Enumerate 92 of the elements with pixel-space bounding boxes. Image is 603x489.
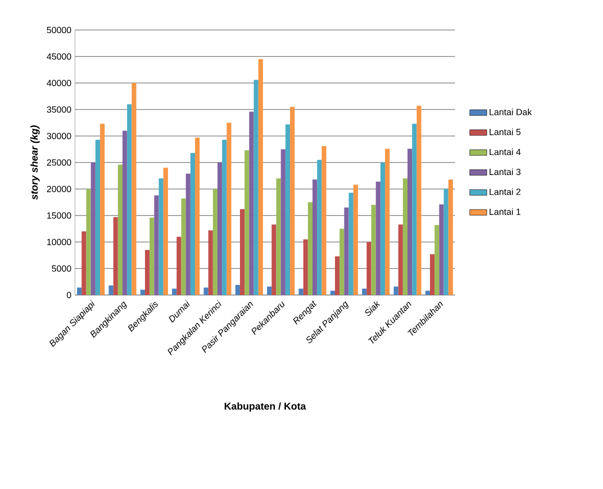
bar <box>398 224 403 295</box>
legend-label: Lantai 3 <box>490 168 520 176</box>
bar <box>439 204 444 295</box>
bar <box>240 209 245 295</box>
bar <box>249 112 254 295</box>
bar <box>425 290 430 295</box>
bar <box>181 198 186 295</box>
bar <box>408 148 412 295</box>
bar <box>90 162 96 295</box>
legend-label: Lantai 2 <box>490 188 520 196</box>
bar <box>222 140 227 295</box>
bar <box>176 236 182 295</box>
bar <box>334 256 340 295</box>
bar <box>303 239 308 295</box>
bar <box>118 164 122 295</box>
bar <box>212 189 218 295</box>
legend-label: Lantai Dak <box>490 108 532 116</box>
bar <box>108 285 114 295</box>
bar <box>77 288 82 295</box>
bar <box>430 254 435 295</box>
bar <box>308 202 313 295</box>
bar <box>172 288 177 295</box>
y-tick-label: 20000 <box>47 186 72 192</box>
y-tick-label: 40000 <box>46 80 72 86</box>
y-axis-title: story shear (kg) <box>30 125 40 200</box>
x-tick-label: Siak <box>365 300 380 316</box>
y-tick-label: 10000 <box>47 238 72 246</box>
bar <box>353 184 358 295</box>
bar <box>362 288 367 295</box>
bar <box>317 160 322 295</box>
y-tick-label: 35000 <box>46 106 72 113</box>
bar <box>290 106 295 295</box>
bar <box>312 179 318 295</box>
bar <box>366 242 372 295</box>
bar <box>100 124 105 295</box>
bar <box>285 124 290 295</box>
bar <box>258 59 263 295</box>
y-tick-label: 30000 <box>46 132 72 140</box>
bar <box>380 162 386 295</box>
bar <box>122 130 128 295</box>
legend-label: Lantai 1 <box>490 208 520 215</box>
bar <box>340 228 344 295</box>
bar <box>448 179 453 295</box>
bar <box>344 208 349 295</box>
bar <box>371 204 376 295</box>
bar <box>330 290 335 295</box>
bar <box>267 286 272 295</box>
bar <box>385 148 390 295</box>
bar <box>272 224 276 295</box>
legend-label: Lantai 5 <box>490 128 521 136</box>
bar <box>113 217 118 295</box>
bar <box>280 149 286 295</box>
x-axis-title: Kabupaten / Kota <box>224 402 306 412</box>
bar <box>158 178 164 295</box>
bar <box>140 290 145 295</box>
y-tick-label: 15000 <box>47 212 72 219</box>
bar <box>434 225 440 295</box>
bar <box>276 178 281 295</box>
bar <box>95 140 100 295</box>
y-tick-label: 50000 <box>46 26 72 34</box>
bar <box>348 192 354 295</box>
bar <box>412 124 417 295</box>
bar <box>322 146 326 295</box>
y-tick-label: 45000 <box>46 53 72 60</box>
bar <box>444 189 448 295</box>
y-tick-label: 0 <box>66 292 72 298</box>
bar <box>402 178 408 295</box>
bar <box>144 250 150 295</box>
bar <box>190 152 196 295</box>
bar <box>244 150 250 295</box>
bar <box>208 230 213 295</box>
bar <box>298 288 304 295</box>
bar <box>127 104 132 295</box>
y-tick-label: 5000 <box>52 265 72 272</box>
bar <box>132 83 136 295</box>
bar <box>186 174 190 295</box>
bar <box>218 162 222 295</box>
y-tick-label: 25000 <box>47 159 72 166</box>
bar <box>154 195 159 295</box>
bar <box>86 189 91 295</box>
bar <box>163 168 168 295</box>
bar <box>235 284 240 295</box>
bar <box>226 122 232 295</box>
legend-label: Lantai 4 <box>490 148 521 156</box>
bar <box>416 106 422 295</box>
bar <box>195 138 200 295</box>
bar <box>394 286 398 295</box>
bar <box>204 288 208 295</box>
bar <box>150 218 154 295</box>
bar <box>82 231 86 295</box>
bar <box>376 182 380 295</box>
bar <box>254 80 258 295</box>
